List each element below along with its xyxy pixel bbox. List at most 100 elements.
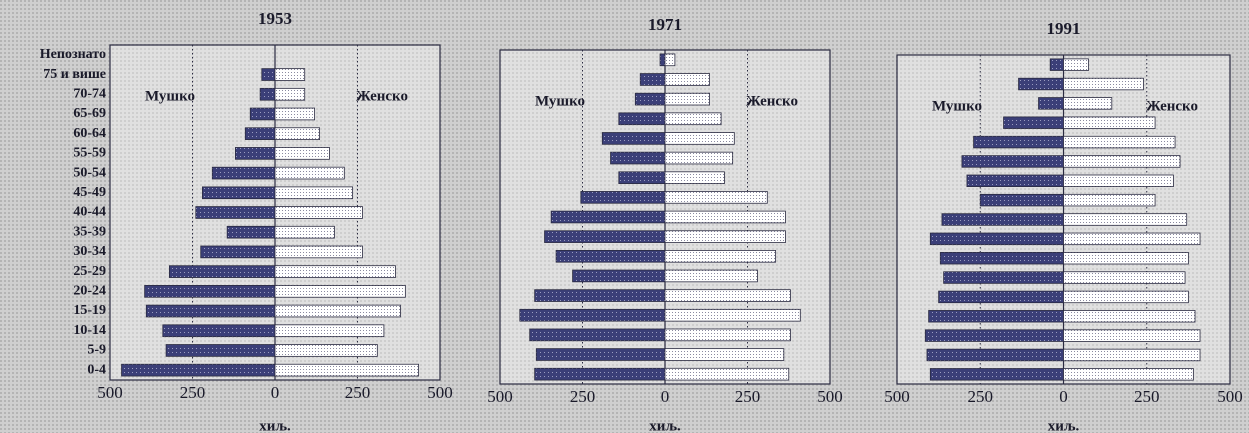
bar [274, 107, 315, 121]
y-tick-label: Непознато [40, 47, 106, 62]
bar [924, 329, 1064, 342]
y-tick-label: 35-39 [73, 224, 106, 239]
bar [664, 269, 758, 283]
y-tick-label: 55-59 [73, 146, 106, 161]
y-tick-label: 10-14 [73, 323, 106, 338]
x-tick-label: 500 [1217, 387, 1243, 406]
x-tick-label: 500 [427, 383, 453, 402]
bar [274, 147, 330, 160]
bar [534, 289, 666, 302]
chart-title: 1971 [648, 15, 682, 34]
bar [274, 265, 396, 278]
bar [664, 230, 786, 243]
bar [929, 368, 1064, 381]
bar [244, 127, 276, 140]
bar [664, 348, 785, 361]
bar [938, 290, 1064, 304]
y-tick-label: 40-44 [73, 205, 106, 220]
chart-title: 1953 [258, 9, 292, 28]
x-tick-label: 250 [1134, 387, 1160, 406]
bar [1038, 97, 1064, 110]
bar [555, 249, 666, 263]
series-label: Женско [356, 88, 408, 104]
bar [979, 193, 1064, 207]
bar [535, 348, 666, 361]
y-tick-label: 30-34 [73, 244, 106, 259]
bar [544, 230, 666, 243]
bar [664, 73, 710, 86]
bar [664, 53, 676, 67]
bar [529, 328, 666, 342]
x-tick-label: 250 [735, 387, 761, 406]
bar [1063, 348, 1201, 362]
bar [664, 92, 710, 106]
bar [274, 324, 385, 338]
bar [274, 245, 363, 259]
bar [1063, 193, 1156, 207]
bar [274, 206, 363, 219]
chart-title: 1991 [1047, 19, 1081, 38]
x-tick-label: 500 [97, 383, 123, 402]
bar [1063, 251, 1189, 265]
x-axis-label: хиљ. [1048, 418, 1080, 433]
bar [664, 171, 725, 185]
x-tick-label: 500 [884, 387, 910, 406]
bar [145, 304, 276, 318]
bar [1063, 174, 1174, 188]
bar [274, 285, 406, 298]
x-tick-label: 250 [180, 383, 206, 402]
bar [1003, 116, 1064, 129]
bar [664, 132, 735, 145]
bar [973, 135, 1064, 149]
bar [168, 265, 276, 278]
series-label: Женско [746, 93, 798, 109]
bar [1063, 155, 1181, 168]
bar [1063, 368, 1194, 381]
bar [274, 127, 320, 140]
bar [941, 213, 1064, 226]
y-tick-label: 0-4 [87, 362, 106, 377]
x-tick-label: 250 [345, 383, 371, 402]
bar [1063, 290, 1189, 304]
bar [144, 285, 276, 298]
bar [929, 232, 1064, 246]
bar [534, 367, 666, 381]
bar [664, 308, 801, 322]
x-tick-label: 250 [570, 387, 596, 406]
bar [1049, 58, 1064, 71]
bar [639, 73, 666, 86]
bar [211, 166, 276, 180]
bar [234, 147, 276, 160]
bar [966, 174, 1064, 188]
bar [1063, 329, 1201, 342]
x-tick-label: 0 [661, 387, 670, 406]
y-tick-label: 20-24 [73, 284, 106, 299]
bar [664, 367, 790, 381]
bar [961, 155, 1064, 168]
bar [610, 151, 666, 165]
y-tick-label: 60-64 [73, 126, 106, 141]
y-tick-label: 75 и више [43, 67, 106, 82]
x-tick-label: 250 [968, 387, 994, 406]
bar [274, 225, 335, 239]
bar [162, 324, 276, 338]
bar [226, 225, 276, 239]
bar [664, 191, 768, 204]
series-label: Мушко [535, 93, 585, 109]
bar [926, 348, 1064, 362]
series-label: Мушко [932, 98, 982, 114]
bar [664, 328, 791, 342]
y-tick-label: 15-19 [73, 303, 106, 318]
bar [274, 68, 306, 81]
bar [1063, 97, 1113, 110]
bar [274, 186, 353, 200]
bar [664, 210, 786, 224]
bar [664, 112, 722, 126]
bar [580, 191, 666, 204]
bar [664, 151, 734, 165]
bar [1063, 310, 1196, 323]
y-tick-label: 5-9 [87, 343, 106, 358]
bar [519, 308, 666, 322]
